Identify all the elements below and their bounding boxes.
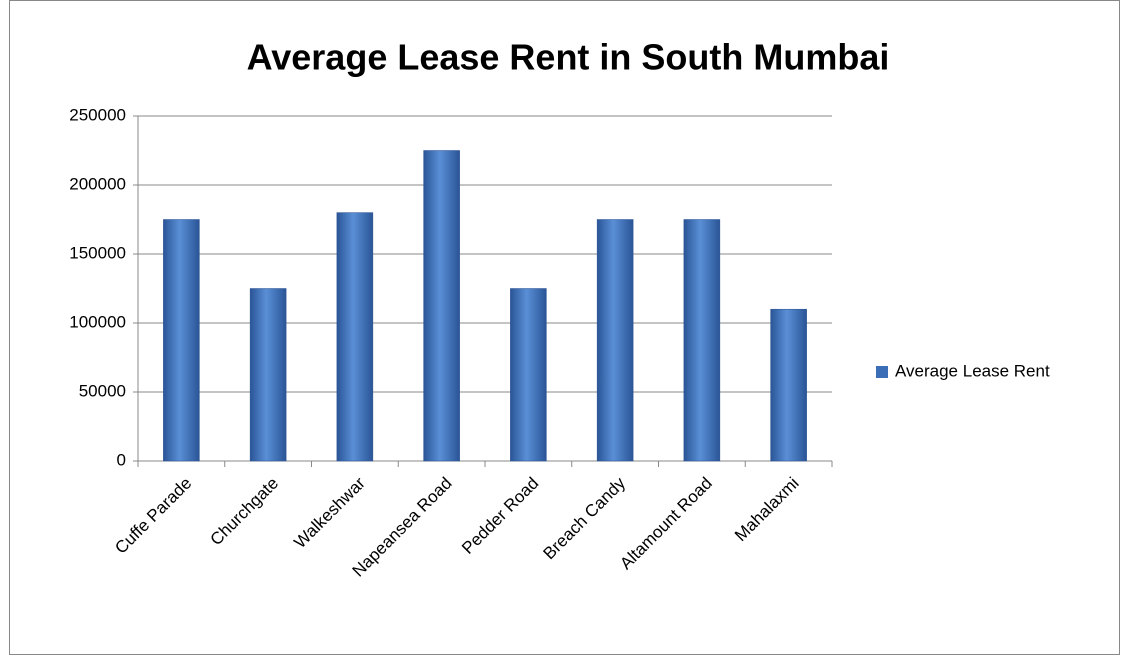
legend-label: Average Lease Rent — [895, 361, 1050, 380]
y-tick-label: 0 — [117, 450, 126, 469]
bar — [336, 212, 374, 462]
legend-swatch — [876, 366, 888, 378]
bar — [770, 308, 807, 462]
bar — [596, 219, 634, 462]
bar — [423, 150, 460, 462]
bar — [510, 288, 547, 462]
y-tick-label: 50000 — [79, 381, 126, 400]
y-tick-label: 200000 — [69, 174, 126, 193]
chart-title: Average Lease Rent in South Mumbai — [247, 37, 890, 78]
y-tick-label: 250000 — [69, 105, 126, 124]
bar — [249, 288, 287, 462]
bar — [683, 219, 721, 462]
y-tick-label: 100000 — [69, 312, 126, 331]
y-tick-label: 150000 — [69, 243, 126, 262]
bar — [163, 219, 200, 462]
